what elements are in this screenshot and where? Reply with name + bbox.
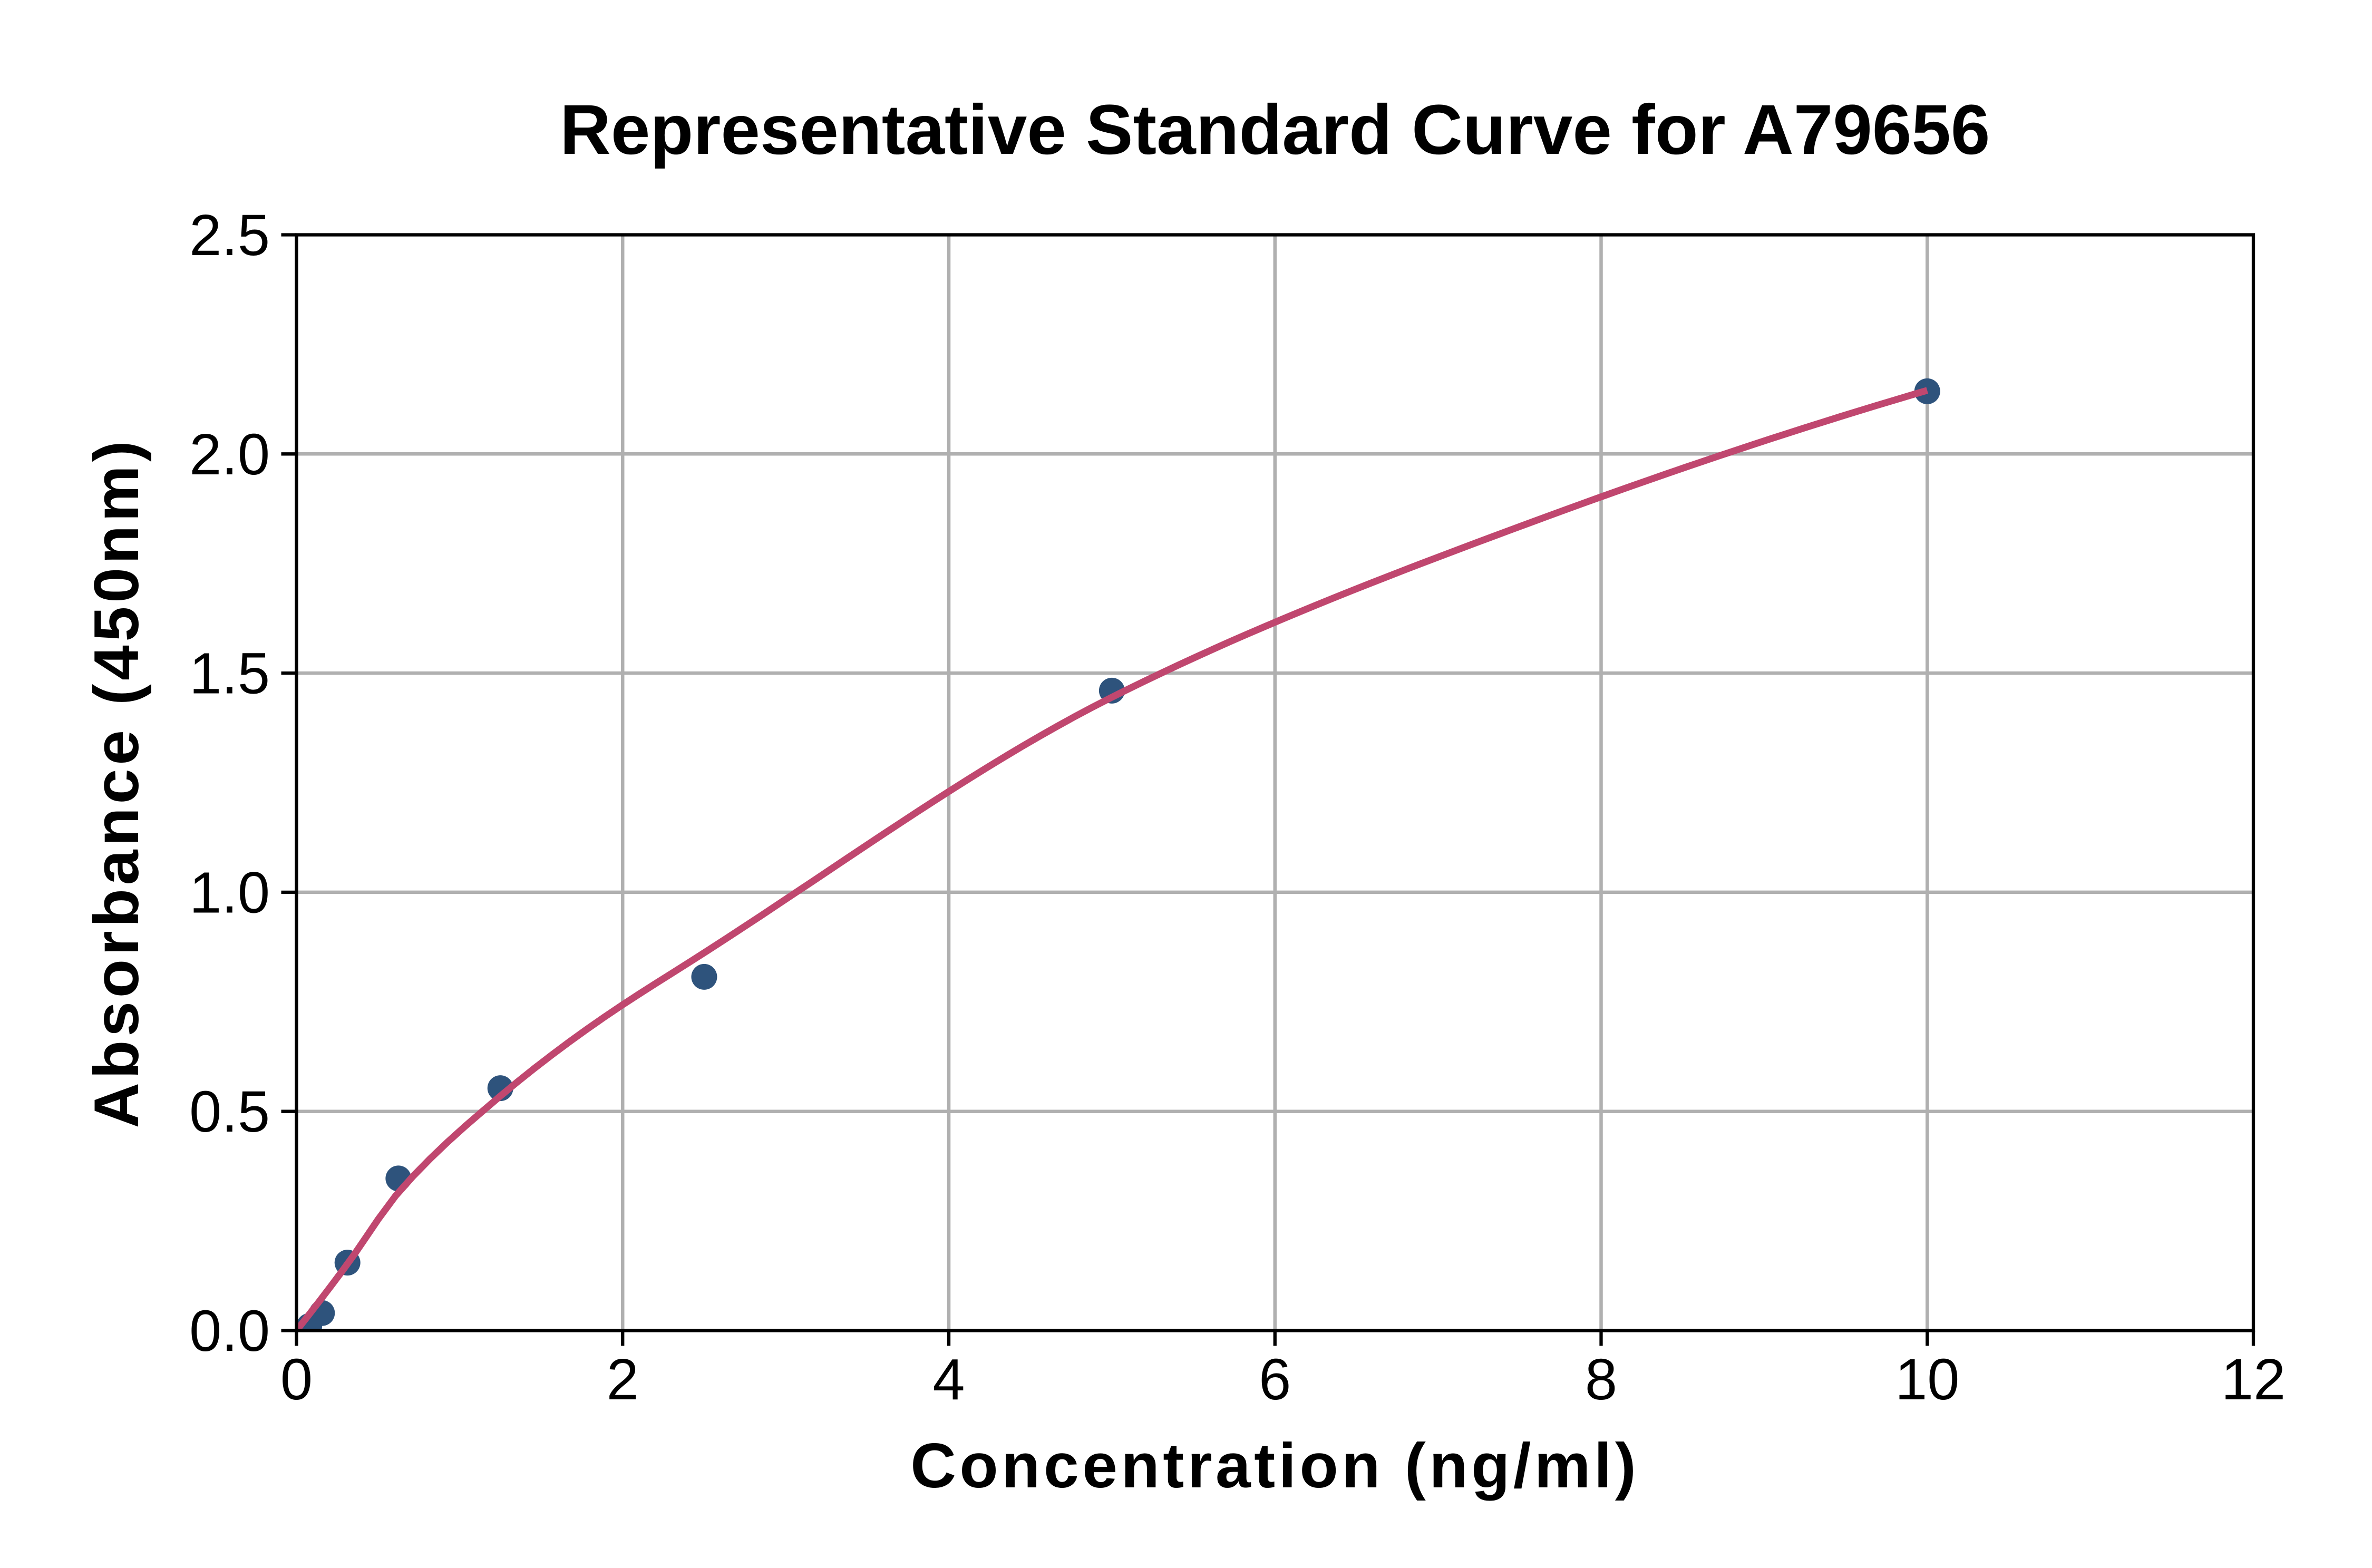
svg-text:8: 8 [1585, 1347, 1617, 1412]
svg-text:6: 6 [1259, 1347, 1291, 1412]
svg-text:2.5: 2.5 [189, 203, 270, 268]
svg-text:0.5: 0.5 [189, 1079, 270, 1144]
svg-text:0: 0 [280, 1347, 313, 1412]
svg-text:Absorbance (450nm): Absorbance (450nm) [81, 437, 152, 1128]
svg-text:0.0: 0.0 [189, 1299, 270, 1364]
svg-text:10: 10 [1895, 1347, 1959, 1412]
svg-text:2: 2 [607, 1347, 639, 1412]
svg-text:1.0: 1.0 [189, 860, 270, 925]
svg-text:2.0: 2.0 [189, 422, 270, 487]
svg-text:Representative Standard Curve: Representative Standard Curve for A79656 [560, 91, 1990, 169]
svg-text:Concentration (ng/ml): Concentration (ng/ml) [910, 1430, 1639, 1501]
svg-text:4: 4 [932, 1347, 965, 1412]
svg-text:12: 12 [2221, 1347, 2286, 1412]
svg-text:1.5: 1.5 [189, 641, 270, 706]
